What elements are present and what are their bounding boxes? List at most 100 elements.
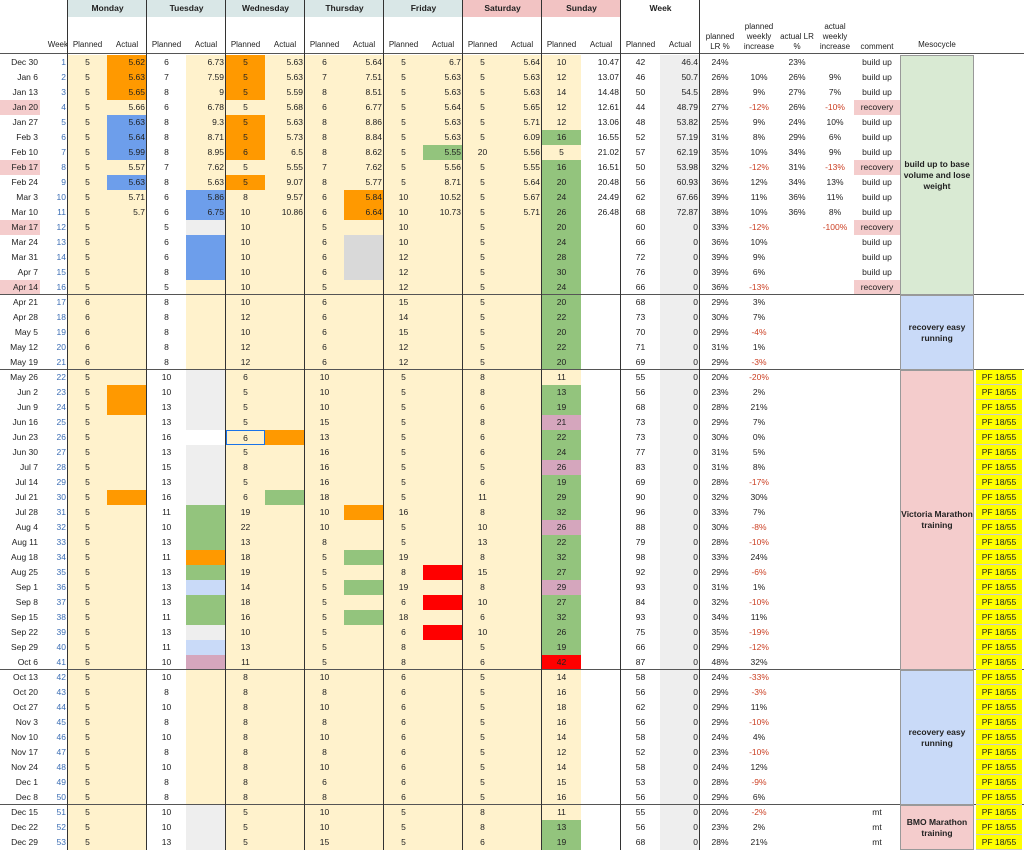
sun-planned-cell[interactable]: 20 xyxy=(542,295,581,310)
fri-actual-cell[interactable]: 5.64 xyxy=(423,100,463,115)
wed-actual-cell[interactable] xyxy=(265,340,305,355)
wk-planned-cell[interactable]: 56 xyxy=(621,385,660,400)
fri-planned-cell[interactable]: 5 xyxy=(384,805,423,820)
sun-planned-cell[interactable]: 12 xyxy=(542,100,581,115)
sun-actual-cell[interactable] xyxy=(581,670,621,685)
pwi-cell[interactable]: 6% xyxy=(752,792,766,802)
wed-actual-cell[interactable]: 5.63 xyxy=(265,55,305,70)
mon-planned-cell[interactable]: 5 xyxy=(68,235,107,250)
pf-note-cell[interactable]: PF 18/55 xyxy=(976,745,1022,760)
mon-planned-cell[interactable]: 5 xyxy=(68,595,107,610)
awi-cell[interactable] xyxy=(816,595,854,610)
wk-planned-cell[interactable]: 75 xyxy=(621,625,660,640)
pwi-cell[interactable]: 4% xyxy=(752,732,766,742)
sun-planned-cell[interactable]: 24 xyxy=(542,190,581,205)
plr-cell[interactable]: 28% xyxy=(711,777,729,787)
thu-planned-cell[interactable]: 10 xyxy=(305,805,344,820)
tue-planned-cell[interactable]: 8 xyxy=(147,310,186,325)
alr-cell[interactable] xyxy=(778,715,816,730)
wed-planned-cell[interactable]: 19 xyxy=(226,565,265,580)
thu-planned-cell[interactable]: 6 xyxy=(305,205,344,220)
wk-planned-cell[interactable]: 55 xyxy=(621,805,660,820)
tue-planned-cell[interactable]: 13 xyxy=(147,595,186,610)
sat-actual-cell[interactable] xyxy=(502,550,542,565)
awi-cell[interactable] xyxy=(816,475,854,490)
wed-planned-cell[interactable]: 5 xyxy=(226,475,265,490)
tue-actual-cell[interactable]: 9.3 xyxy=(186,115,226,130)
row-date[interactable]: Jan 6 xyxy=(17,72,38,82)
pwi-cell[interactable]: 0% xyxy=(752,432,766,442)
wk-actual-cell[interactable]: 0 xyxy=(660,610,700,625)
plr-cell[interactable]: 48% xyxy=(711,657,729,667)
wk-actual-cell[interactable]: 0 xyxy=(660,250,700,265)
mon-planned-cell[interactable]: 5 xyxy=(68,505,107,520)
fri-planned-cell[interactable]: 5 xyxy=(384,175,423,190)
awi-cell[interactable] xyxy=(816,280,854,295)
awi-cell[interactable] xyxy=(816,265,854,280)
fri-planned-cell[interactable]: 8 xyxy=(384,655,423,670)
row-week-number[interactable]: 42 xyxy=(56,672,66,682)
fri-planned-cell[interactable]: 14 xyxy=(384,310,423,325)
wed-actual-cell[interactable] xyxy=(265,460,305,475)
wed-planned-cell[interactable]: 22 xyxy=(226,520,265,535)
wed-planned-cell[interactable]: 5 xyxy=(226,85,265,100)
alr-cell[interactable] xyxy=(778,340,816,355)
sun-actual-cell[interactable] xyxy=(581,265,621,280)
mon-actual-cell[interactable] xyxy=(107,295,147,310)
pwi-cell[interactable]: 30% xyxy=(750,492,768,502)
comment-cell[interactable] xyxy=(854,520,900,535)
tue-actual-cell[interactable] xyxy=(186,820,226,835)
mon-planned-cell[interactable]: 5 xyxy=(68,565,107,580)
fri-actual-cell[interactable] xyxy=(423,835,463,850)
row-date[interactable]: Feb 17 xyxy=(0,160,40,175)
fri-actual-cell[interactable] xyxy=(423,775,463,790)
wk-actual-cell[interactable]: 0 xyxy=(660,730,700,745)
wk-planned-cell[interactable]: 84 xyxy=(621,595,660,610)
pwi-cell[interactable]: 9% xyxy=(752,117,766,127)
mon-planned-cell[interactable]: 6 xyxy=(68,295,107,310)
sun-actual-cell[interactable] xyxy=(581,640,621,655)
alr-cell[interactable] xyxy=(778,400,816,415)
sun-actual-cell[interactable] xyxy=(581,700,621,715)
wed-planned-cell[interactable]: 11 xyxy=(226,655,265,670)
wed-actual-cell[interactable] xyxy=(265,640,305,655)
fri-planned-cell[interactable]: 6 xyxy=(384,670,423,685)
thu-planned-cell[interactable]: 8 xyxy=(305,535,344,550)
sat-planned-cell[interactable]: 5 xyxy=(463,220,502,235)
row-week-number[interactable]: 23 xyxy=(56,387,66,397)
row-week-number[interactable]: 11 xyxy=(57,207,66,217)
comment-cell[interactable] xyxy=(854,370,900,385)
pf-note-cell[interactable]: PF 18/55 xyxy=(976,835,1022,850)
tue-actual-cell[interactable] xyxy=(186,520,226,535)
plr-cell[interactable]: 23% xyxy=(711,822,729,832)
row-date[interactable]: Sep 29 xyxy=(11,642,38,652)
fri-actual-cell[interactable] xyxy=(423,415,463,430)
row-date[interactable]: Sep 8 xyxy=(15,597,38,607)
thu-planned-cell[interactable]: 15 xyxy=(305,415,344,430)
awi-cell[interactable] xyxy=(816,235,854,250)
thu-actual-cell[interactable] xyxy=(344,430,384,445)
mon-actual-cell[interactable] xyxy=(107,610,147,625)
pf-note-cell[interactable]: PF 18/55 xyxy=(976,400,1022,415)
thu-planned-cell[interactable]: 6 xyxy=(305,775,344,790)
comment-cell[interactable] xyxy=(854,670,900,685)
plr-cell[interactable]: 36% xyxy=(711,282,729,292)
tue-actual-cell[interactable]: 8.95 xyxy=(186,145,226,160)
mon-actual-cell[interactable] xyxy=(107,550,147,565)
mon-actual-cell[interactable] xyxy=(107,430,147,445)
sun-actual-cell[interactable] xyxy=(581,655,621,670)
mon-planned-cell[interactable]: 5 xyxy=(68,100,107,115)
tue-planned-cell[interactable]: 11 xyxy=(147,505,186,520)
wk-actual-cell[interactable]: 54.5 xyxy=(660,85,700,100)
tue-planned-cell[interactable]: 7 xyxy=(147,70,186,85)
plr-cell[interactable]: 24% xyxy=(711,762,729,772)
tue-actual-cell[interactable] xyxy=(186,655,226,670)
sun-actual-cell[interactable] xyxy=(581,325,621,340)
tue-actual-cell[interactable] xyxy=(186,505,226,520)
sun-planned-cell[interactable]: 42 xyxy=(542,655,581,670)
fri-actual-cell[interactable] xyxy=(423,445,463,460)
plr-cell[interactable]: 39% xyxy=(711,192,729,202)
wk-planned-cell[interactable]: 69 xyxy=(621,355,660,370)
tue-planned-cell[interactable]: 11 xyxy=(147,640,186,655)
pwi-cell[interactable]: 10% xyxy=(750,147,768,157)
